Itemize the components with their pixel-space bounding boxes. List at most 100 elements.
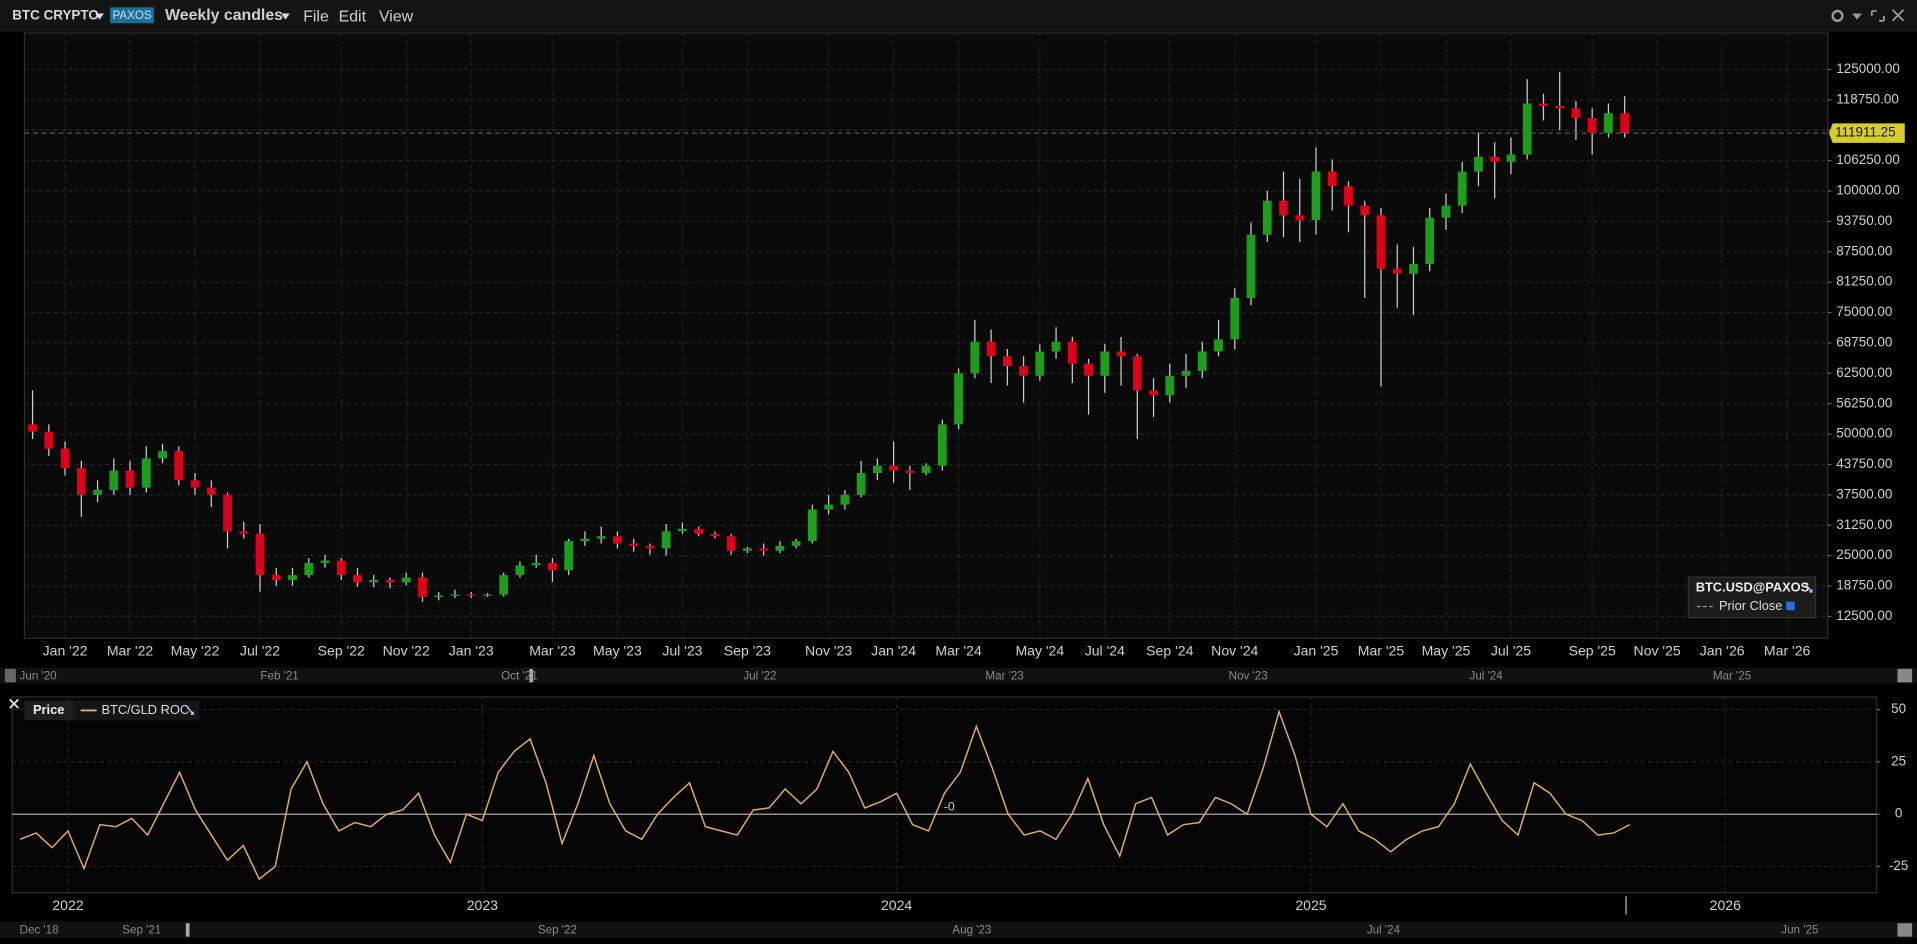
nav-label: Jul '24 <box>1470 669 1504 682</box>
nav-label: Feb '21 <box>260 669 298 682</box>
window-menu[interactable] <box>1852 13 1862 20</box>
candle-body <box>710 533 720 537</box>
menu-edit[interactable]: Edit <box>339 8 367 25</box>
candle-body <box>1311 171 1321 221</box>
close-icon[interactable] <box>1891 9 1905 22</box>
nav-label: Sep '22 <box>538 924 577 937</box>
nav-handle[interactable] <box>529 668 534 683</box>
x-tick-label: May '22 <box>171 642 220 658</box>
candle-body <box>1522 103 1532 155</box>
candle-body <box>109 470 119 491</box>
candle-body <box>1165 375 1175 396</box>
candle-body <box>93 490 102 495</box>
candle-body <box>1409 263 1418 274</box>
y-tick-label: -25 <box>1889 858 1908 873</box>
x-tick-label: 2025 <box>1295 897 1326 913</box>
x-tick-label: Mar '22 <box>107 642 154 658</box>
nav-handle[interactable] <box>185 923 190 937</box>
candle-body <box>499 575 509 595</box>
candle-body <box>791 541 801 546</box>
y-tick-label: 93750.00 <box>1836 213 1892 228</box>
symbol[interactable]: BTC CRYPTO <box>12 7 99 22</box>
x-tick-label: Nov '23 <box>805 642 852 658</box>
y-tick-label: 18750.00 <box>1836 578 1892 593</box>
candle-body <box>1457 171 1467 206</box>
candle-body <box>385 579 395 583</box>
candle-body <box>158 451 167 459</box>
timeframe[interactable]: Weekly candles <box>165 7 283 24</box>
candle-body <box>531 562 541 566</box>
nav-left[interactable] <box>4 668 16 683</box>
candle-body <box>954 373 963 425</box>
candle-body <box>629 543 639 546</box>
candle-body <box>970 341 980 374</box>
candle-body <box>1376 215 1386 269</box>
candle-body <box>775 545 785 551</box>
y-tick-label: 56250.00 <box>1836 395 1892 410</box>
candle-body <box>1051 341 1061 352</box>
candle-body <box>1392 268 1402 274</box>
maximize-icon[interactable] <box>1870 10 1885 22</box>
y-tick-label: 100000.00 <box>1836 183 1900 198</box>
nav-label: Nov '23 <box>1229 669 1268 682</box>
candle-body <box>466 594 476 596</box>
candle-body <box>76 468 86 495</box>
candle-body <box>613 536 622 544</box>
nav-right[interactable] <box>1897 923 1913 937</box>
candle-body <box>125 470 135 488</box>
dropdown-arrow[interactable] <box>281 13 290 20</box>
navigator-bottom[interactable] <box>0 921 1917 938</box>
candle-body <box>1425 217 1435 264</box>
legend-link <box>186 706 194 715</box>
nav-label: Jul '22 <box>743 669 776 682</box>
toolbar <box>0 0 1917 32</box>
x-tick-label: May '23 <box>593 642 642 658</box>
nav-label: Mar '23 <box>985 669 1023 682</box>
x-tick-label: Jan '25 <box>1294 642 1339 658</box>
candle-body <box>1002 356 1012 367</box>
candle-body <box>645 545 655 549</box>
y-tick-label: 37500.00 <box>1836 486 1892 501</box>
menu-file[interactable]: File <box>303 8 329 25</box>
menu-view[interactable]: View <box>379 8 414 25</box>
candle-body <box>450 594 460 596</box>
close-pane[interactable] <box>9 698 19 709</box>
candle-body <box>434 595 444 597</box>
legend-item: BTC/GLD ROC <box>101 702 189 717</box>
x-tick-label: 2023 <box>467 897 498 913</box>
exchange-badge <box>110 7 155 24</box>
x-tick-label: Jul '25 <box>1491 642 1531 658</box>
candle-body <box>1620 113 1630 134</box>
x-tick-label: Nov '22 <box>383 642 430 658</box>
x-tick-label: Jul '24 <box>1085 642 1125 658</box>
legend-item: Prior Close <box>1719 598 1782 613</box>
y-tick-label: 31250.00 <box>1836 517 1892 532</box>
nav-right[interactable] <box>1897 668 1913 683</box>
y-tick-label: 106250.00 <box>1836 152 1900 167</box>
candle-body <box>1555 105 1565 109</box>
candle-body <box>1116 351 1126 357</box>
nav-label: Sep '21 <box>122 924 161 937</box>
y-tick-label: 125000.00 <box>1836 61 1900 76</box>
x-tick-label: Sep '23 <box>724 642 771 658</box>
y-tick-label: 81250.00 <box>1836 274 1892 289</box>
candle-body <box>872 465 882 474</box>
candle-body <box>60 448 70 469</box>
candle-body <box>678 528 687 532</box>
navigator-top[interactable] <box>0 667 1917 684</box>
candle-body <box>304 562 314 576</box>
candle-body <box>824 504 834 510</box>
settings-icon[interactable] <box>1831 9 1844 23</box>
y-tick-label: 68750.00 <box>1836 334 1892 349</box>
candle-body <box>921 465 931 474</box>
nav-label: Mar '25 <box>1713 669 1751 682</box>
legend-title: BTC.USD@PAXOS <box>1696 580 1810 595</box>
nav-label: Jun '20 <box>20 669 57 682</box>
candle-body <box>564 541 574 571</box>
x-tick-label: Jan '22 <box>43 642 88 658</box>
dropdown-arrow[interactable] <box>95 13 104 20</box>
x-tick-label: Mar '25 <box>1358 642 1405 658</box>
candle-body <box>937 424 947 466</box>
legend-check[interactable] <box>1786 601 1795 611</box>
y-tick-label: 87500.00 <box>1836 243 1892 258</box>
